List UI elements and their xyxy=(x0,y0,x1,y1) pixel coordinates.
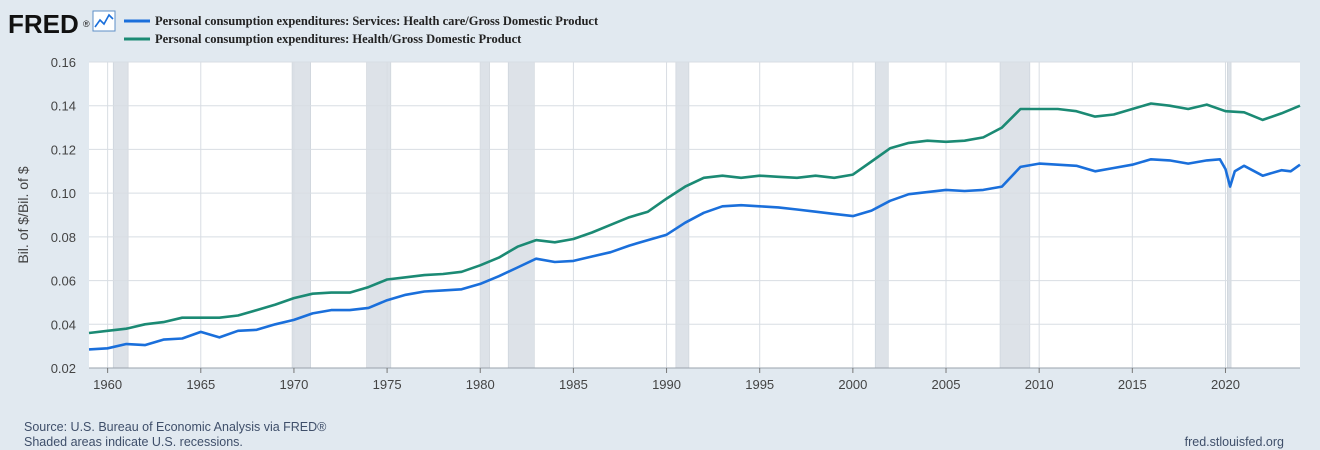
recession-band xyxy=(675,61,690,369)
plot-area xyxy=(89,62,1300,368)
x-tick-label: 1995 xyxy=(745,377,774,392)
y-tick-label: 0.14 xyxy=(51,99,76,114)
x-tick-label: 1965 xyxy=(186,377,215,392)
x-tick-label: 1975 xyxy=(373,377,402,392)
recession-band xyxy=(479,61,490,369)
series-lines xyxy=(88,102,1301,351)
x-tick-label: 2005 xyxy=(932,377,961,392)
legend-label-series1: Personal consumption expenditures: Servi… xyxy=(155,14,599,28)
x-tick-label: 1970 xyxy=(279,377,308,392)
x-tick-label: 1985 xyxy=(559,377,588,392)
y-axis-ticks: 0.02 0.04 0.06 0.08 0.10 0.12 0.14 0.16 xyxy=(51,55,76,376)
y-tick-label: 0.10 xyxy=(51,186,76,201)
x-tick-label: 2015 xyxy=(1118,377,1147,392)
x-tick-label: 1960 xyxy=(93,377,122,392)
line-chart-icon xyxy=(92,10,116,32)
recession-band xyxy=(1227,61,1232,369)
x-tick-label: 2010 xyxy=(1025,377,1054,392)
x-tick-label: 1980 xyxy=(466,377,495,392)
recession-band xyxy=(507,61,535,369)
y-tick-label: 0.04 xyxy=(51,317,76,332)
series-line-1 xyxy=(88,158,1301,351)
x-axis-ticks: 1960 1965 1970 1975 1980 1985 1990 1995 2000 2005… xyxy=(93,368,1240,392)
series-line-2 xyxy=(88,102,1301,335)
x-tick-label: 1990 xyxy=(652,377,681,392)
fred-logo-text: FRED xyxy=(8,9,79,39)
recession-band xyxy=(112,61,129,369)
y-tick-label: 0.16 xyxy=(51,55,76,70)
y-tick-label: 0.12 xyxy=(51,142,76,157)
registered-mark: ® xyxy=(83,19,90,29)
legend: Personal consumption expenditures: Servi… xyxy=(124,14,599,46)
x-tick-label: 2020 xyxy=(1211,377,1240,392)
y-tick-label: 0.02 xyxy=(51,361,76,376)
footer-url[interactable]: fred.stlouisfed.org xyxy=(1184,435,1284,449)
footer-source: Source: U.S. Bureau of Economic Analysis… xyxy=(24,420,326,450)
recession-band xyxy=(874,61,889,369)
source-text: Source: U.S. Bureau of Economic Analysis… xyxy=(24,420,327,434)
x-tick-label: 2000 xyxy=(838,377,867,392)
legend-label-series2: Personal consumption expenditures: Healt… xyxy=(155,32,522,46)
recession-band xyxy=(291,61,312,369)
y-tick-label: 0.06 xyxy=(51,274,76,289)
y-axis-label: Bil. of $/Bil. of $ xyxy=(15,166,31,263)
fred-logo[interactable]: FRED ® xyxy=(8,9,116,39)
y-tick-label: 0.08 xyxy=(51,230,76,245)
recession-note: Shaded areas indicate U.S. recessions. xyxy=(24,435,243,449)
